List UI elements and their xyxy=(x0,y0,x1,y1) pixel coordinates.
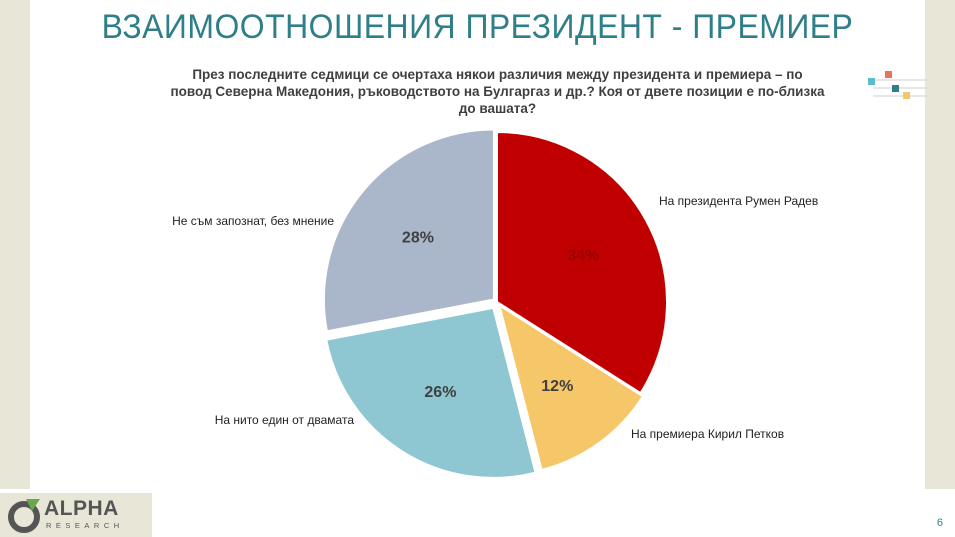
footer xyxy=(0,489,955,537)
slice-value-label: 12% xyxy=(541,378,573,395)
pie-slice xyxy=(325,306,537,479)
alpha-logo-icon xyxy=(8,499,40,533)
slice-value-label: 26% xyxy=(424,384,456,401)
slice-category-label: Не съм запознат, без мнение xyxy=(172,214,334,228)
alpha-research-logo: ALPHA RESEARCH xyxy=(0,493,152,537)
slice-category-label: На нито един от двамата xyxy=(215,413,355,427)
pie-slice xyxy=(496,130,669,395)
slice-value-label: 34% xyxy=(567,247,599,264)
pie-slice xyxy=(322,128,495,333)
page-number: 6 xyxy=(936,517,943,529)
survey-question: През последните седмици се очертаха няко… xyxy=(170,67,825,116)
slide-title: ВЗАИМООТНОШЕНИЯ ПРЕЗИДЕНТ - ПРЕМИЕР xyxy=(101,8,854,46)
right-decor-band xyxy=(925,0,955,537)
pie-slice xyxy=(497,303,645,472)
slice-category-label: На президента Румен Радев xyxy=(659,194,818,208)
slice-category-label: На премиера Кирил Петков xyxy=(631,427,784,441)
left-decor-band xyxy=(0,0,30,537)
slice-value-label: 28% xyxy=(402,230,434,247)
decor-squares-icon xyxy=(868,71,927,99)
logo-sub: RESEARCH xyxy=(46,521,124,530)
logo-name: ALPHA xyxy=(44,497,119,520)
